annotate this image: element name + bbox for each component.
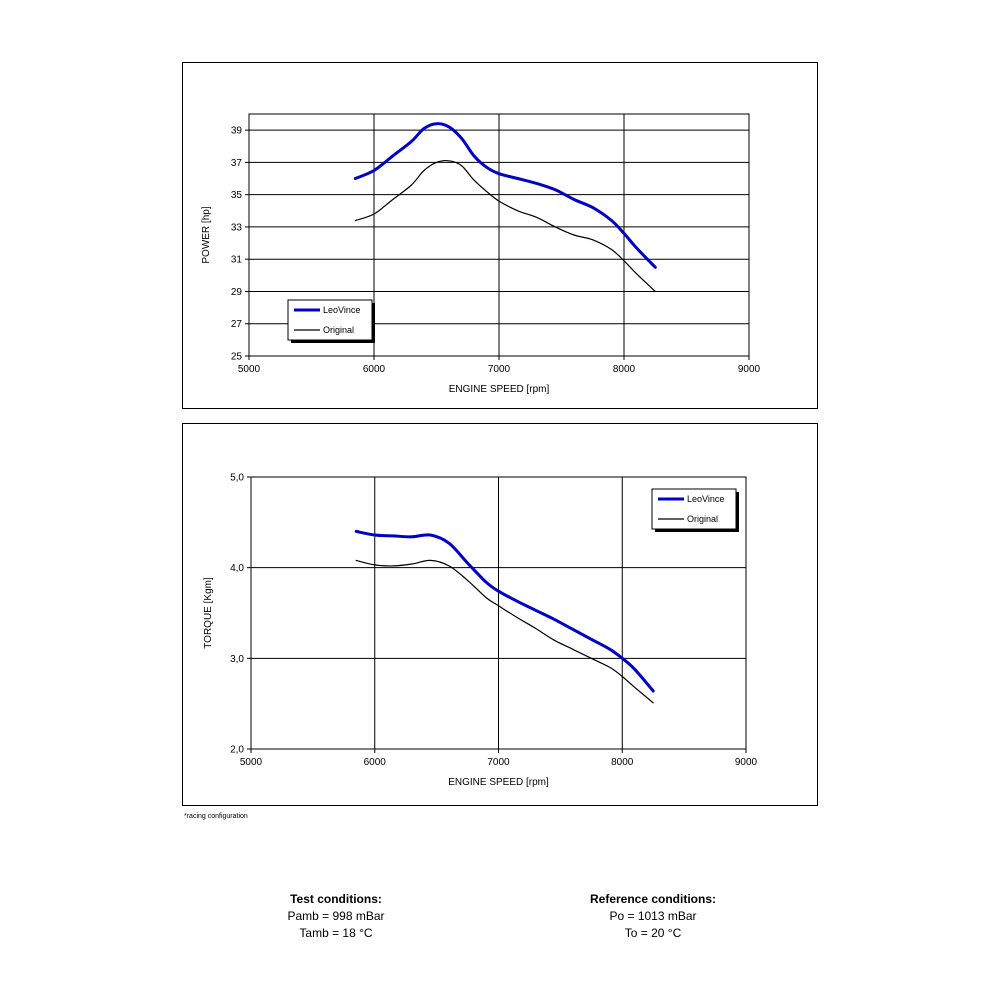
torque-chart-svg: 2,0 3,0 4,0 5,0 5000 6000 7000 8000 9000 ENGINE S… [203, 473, 758, 789]
power-legend [287, 299, 373, 341]
torque-x-tick-label: 6000 [364, 757, 387, 768]
power-x-tick-label: 9000 [738, 364, 761, 375]
torque-legend-label-leovince: LeoVince [687, 494, 724, 504]
power-y-axis-title: POWER [hp] [201, 206, 212, 263]
torque-y-tick-label: 3,0 [230, 654, 244, 665]
power-y-tick-label: 29 [231, 287, 243, 298]
power-y-tick-label: 33 [231, 222, 243, 233]
reference-conditions-title: Reference conditions: [589, 892, 717, 906]
torque-x-tick-label: 8000 [611, 757, 634, 768]
power-x-tick-label: 7000 [488, 364, 511, 375]
reference-conditions: Reference conditions: Po = 1013 mBar To … [523, 891, 783, 942]
torque-y-tick-label: 5,0 [230, 473, 244, 484]
reference-conditions-pressure: Po = 1013 mBar [609, 909, 697, 923]
power-legend-label-original: Original [323, 325, 354, 335]
footnote: *racing configuration [184, 813, 248, 820]
power-y-tick-label: 25 [231, 352, 243, 363]
torque-series-original-line [355, 559, 654, 704]
power-x-tick-label: 5000 [238, 364, 261, 375]
torque-legend [651, 488, 737, 530]
torque-y-axis-title: TORQUE [Kgm] [203, 577, 214, 649]
power-y-tick-label: 39 [231, 126, 243, 137]
torque-x-axis-title: ENGINE SPEED [rpm] [448, 777, 549, 788]
power-y-tick-label: 35 [231, 190, 243, 201]
test-conditions-title: Test conditions: [290, 892, 382, 906]
test-conditions-temperature: Tamb = 18 °C [299, 926, 373, 940]
torque-series-leovince-line [354, 529, 655, 693]
power-y-tick-label: 27 [231, 319, 243, 330]
power-x-tick-label: 6000 [363, 364, 386, 375]
torque-legend-label-original: Original [687, 514, 718, 524]
test-conditions: Test conditions: Pamb = 998 mBar Tamb = … [206, 891, 466, 942]
torque-x-tick-label: 7000 [487, 757, 510, 768]
power-x-axis-title: ENGINE SPEED [rpm] [449, 384, 550, 395]
torque-chart: 2,0 3,0 4,0 5,0 5000 6000 7000 8000 9000 ENGINE S… [182, 423, 818, 806]
power-series-leovince-line [353, 122, 657, 269]
torque-y-tick-label: 2,0 [230, 745, 244, 756]
power-legend-label-leovince: LeoVince [323, 305, 360, 315]
test-conditions-pressure: Pamb = 998 mBar [287, 909, 385, 923]
torque-x-tick-label: 9000 [735, 757, 758, 768]
torque-y-tick-label: 4,0 [230, 563, 244, 574]
power-y-tick-label: 31 [231, 255, 243, 266]
reference-conditions-temperature: To = 20 °C [624, 926, 682, 940]
power-x-tick-label: 8000 [613, 364, 636, 375]
power-chart-svg: 25 27 29 31 33 35 37 39 5000 6000 7000 8000 9000 ENGI… [201, 113, 761, 395]
power-series-original-line [354, 159, 656, 293]
power-y-tick-label: 37 [231, 158, 243, 169]
torque-x-tick-label: 5000 [240, 757, 263, 768]
power-chart: 25 27 29 31 33 35 37 39 5000 6000 7000 8000 9000 ENGI… [182, 62, 818, 409]
